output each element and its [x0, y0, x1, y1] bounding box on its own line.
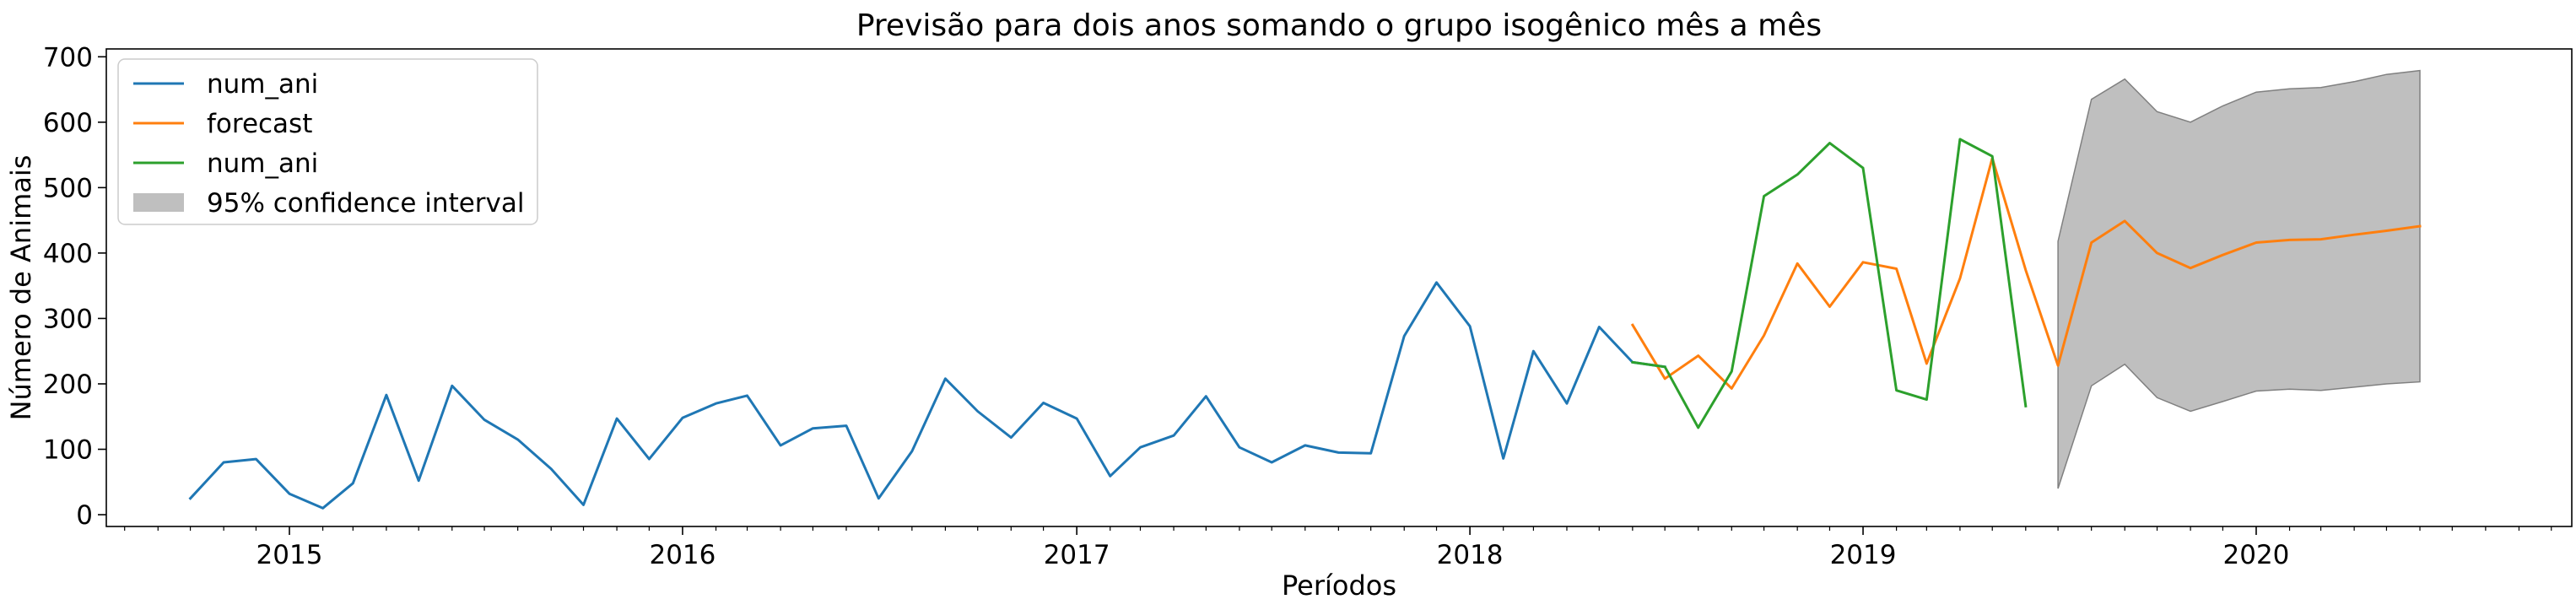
y-axis-label: Número de Animais: [5, 155, 37, 421]
x-tick-label: 2016: [649, 540, 716, 570]
x-axis: 2015 2016 2017 2018 2019 2020: [124, 526, 2552, 570]
x-tick-label: 2020: [2223, 540, 2290, 570]
y-tick-label: 100: [43, 435, 93, 466]
legend-label-forecast: forecast: [207, 109, 312, 139]
y-tick-label: 600: [43, 108, 93, 138]
series-line-num-ani-observed: [1631, 138, 2028, 429]
chart-title: Previsão para dois anos somando o grupo …: [856, 8, 1822, 43]
confidence-band-layer: [2057, 69, 2421, 489]
legend: num_ani forecast num_ani 95% confidence …: [117, 58, 538, 225]
series-layer: [188, 138, 2422, 510]
x-tick-label: 2018: [1437, 540, 1504, 570]
series-line-forecast: [1630, 157, 2422, 390]
y-tick-label: 500: [43, 173, 93, 203]
y-tick-label: 300: [43, 304, 93, 334]
legend-label-confidence-interval: 95% confidence interval: [207, 188, 525, 219]
y-tick-label: 700: [43, 42, 93, 73]
x-tick-label: 2015: [257, 540, 323, 570]
x-tick-label: 2017: [1044, 540, 1110, 570]
y-axis: 0 100 200 300 400 500 600 700: [43, 42, 106, 531]
x-axis-label: Períodos: [1282, 570, 1396, 602]
x-tick-label: 2019: [1830, 540, 1897, 570]
confidence-band: [2057, 69, 2421, 489]
plot-area-frame: [105, 48, 2573, 527]
legend-box: [117, 58, 538, 225]
y-tick-label: 400: [43, 239, 93, 269]
series-line-num-ani: [188, 281, 1666, 510]
legend-label-num-ani-observed: num_ani: [207, 148, 318, 179]
legend-label-num-ani: num_ani: [207, 69, 318, 100]
y-tick-label: 0: [76, 500, 93, 531]
legend-swatch-confidence-interval: [133, 193, 184, 212]
y-tick-label: 200: [43, 370, 93, 400]
